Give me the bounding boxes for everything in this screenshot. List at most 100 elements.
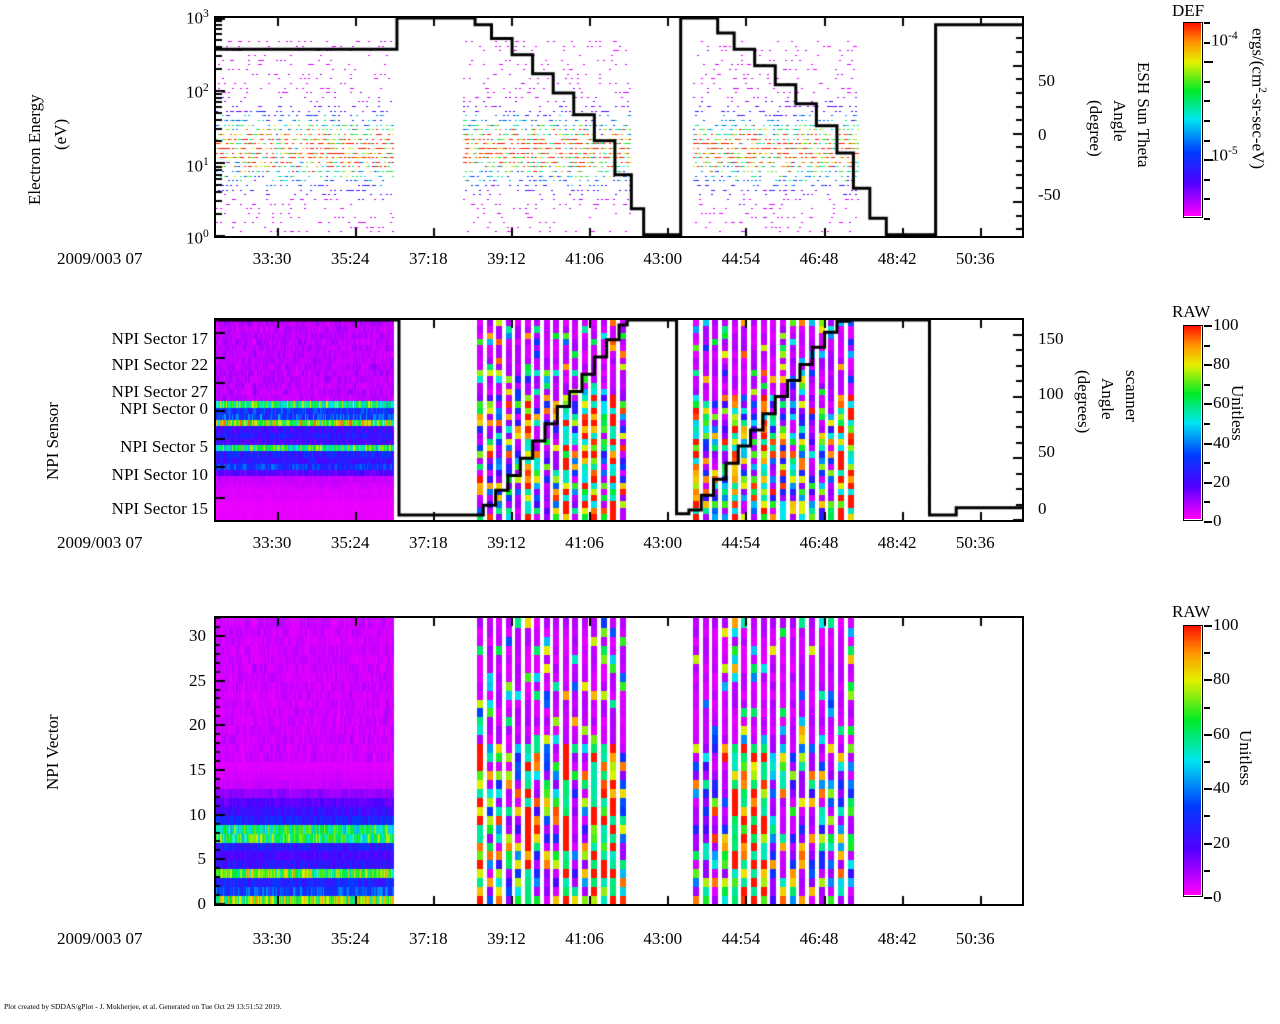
panel1-ytick-1: 100 [186, 227, 209, 248]
panel2-right-tick-0: 0 [1038, 499, 1047, 518]
time-tick-label: 48:42 [877, 533, 917, 552]
colorbar-tick-label: 60 [1213, 393, 1230, 413]
panel1-right-tick-50: 50 [1038, 71, 1055, 90]
colorbar-tick-label: 20 [1213, 832, 1230, 852]
colorbar-minor-tick [1204, 897, 1210, 899]
colorbar-tick [1204, 41, 1210, 44]
colorbar-tick [1204, 100, 1210, 103]
panel3-colorbar-title: RAW [1172, 602, 1211, 621]
panel2-colorbar-title: RAW [1172, 302, 1211, 321]
panel2-ytick-label: NPI Sector 15 [111, 499, 208, 518]
time-tick-label: 46:48 [799, 249, 839, 268]
colorbar-minor-tick [1204, 679, 1210, 682]
panel2-time-origin: 2009/003 07 [57, 533, 143, 552]
colorbar-minor-tick [1204, 842, 1210, 845]
colorbar-tick-label: 40 [1213, 432, 1230, 452]
panel3-ytick-label: 10 [189, 804, 206, 824]
time-tick-label: 44:54 [721, 929, 761, 948]
time-tick-label: 33:30 [252, 249, 292, 268]
time-tick-label: 50:36 [955, 533, 995, 552]
panel1-right-tick-0: 0 [1038, 125, 1047, 144]
colorbar-minor-tick [1204, 423, 1210, 425]
time-tick-label: 39:12 [487, 249, 526, 268]
panel3-colorbar-unit: Unitless [1236, 730, 1255, 786]
time-tick-label: 46:48 [799, 929, 839, 948]
colorbar-minor-tick [1204, 442, 1210, 445]
colorbar-tick-label: 40 [1213, 778, 1230, 798]
panel2-right-tick-50: 50 [1038, 442, 1055, 461]
panel1-plot-frame [214, 16, 1024, 238]
colorbar-tick [1204, 159, 1213, 162]
time-tick-label: 35:24 [330, 249, 370, 268]
time-tick-label: 44:54 [721, 533, 761, 552]
panel3-ytick-label: 20 [189, 715, 206, 735]
panel1-colorbar [1183, 22, 1203, 218]
panel2-right-label-angle: Angle [1098, 378, 1117, 420]
colorbar-minor-tick [1204, 869, 1210, 872]
panel3-ytick-label: 15 [189, 759, 206, 779]
colorbar-tick-label: 20 [1213, 471, 1230, 491]
panel2-colorbar-unit: Unitless [1228, 385, 1247, 441]
time-tick-label: 41:06 [565, 533, 604, 552]
panel1-time-origin: 2009/003 07 [57, 249, 143, 268]
colorbar-minor-tick [1204, 815, 1210, 818]
panel2-right-tick-100: 100 [1038, 384, 1064, 403]
panel2-colorbar [1183, 325, 1203, 521]
colorbar-tick-label: 80 [1213, 669, 1230, 689]
time-tick-label: 43:00 [643, 249, 683, 268]
time-tick-label: 35:24 [330, 533, 370, 552]
colorbar-minor-tick [1204, 383, 1210, 386]
panel1-right-label-line3: (degree) [1086, 100, 1105, 157]
colorbar-minor-tick [1204, 761, 1210, 763]
colorbar-minor-tick [1204, 733, 1210, 736]
panel1-colorbar-unit: ergs/(cm2-sr-sec-eV) [1248, 28, 1269, 170]
colorbar-minor-tick [1204, 364, 1210, 367]
time-tick-label: 37:18 [408, 533, 448, 552]
panel1-ytick-100: 102 [186, 81, 209, 102]
colorbar-tick [1204, 61, 1213, 64]
colorbar-tick [1204, 80, 1210, 83]
panel2-ytick-label: NPI Sector 0 [120, 399, 208, 418]
time-tick-label: 35:24 [330, 929, 370, 948]
colorbar-minor-tick [1204, 403, 1210, 406]
colorbar-tick-label: 60 [1213, 723, 1230, 743]
colorbar-tick-label: 100 [1213, 615, 1239, 634]
colorbar-tick [1204, 139, 1210, 142]
colorbar-tick [1204, 120, 1210, 122]
panel1-colorbar-title: DEF [1172, 1, 1205, 20]
panel2-ytick-label: NPI Sector 10 [111, 465, 208, 484]
colorbar-minor-tick [1204, 325, 1210, 327]
time-tick-label: 41:06 [565, 929, 604, 948]
colorbar-tick [1204, 178, 1210, 181]
time-tick-label: 39:12 [487, 533, 526, 552]
time-tick-label: 48:42 [877, 929, 917, 948]
panel3-ylabel: NPI Vector [43, 714, 62, 790]
panel2-ytick-label: NPI Sector 22 [111, 355, 208, 374]
time-tick-label: 48:42 [877, 249, 917, 268]
time-tick-label: 41:06 [565, 249, 604, 268]
colorbar-minor-tick [1204, 462, 1210, 465]
panel1-ytick-10: 101 [186, 155, 209, 176]
colorbar-minor-tick [1204, 788, 1210, 791]
panel3-colorbar [1183, 625, 1203, 897]
panel1-colorbar-tick-1e-4: 10-4 [1211, 29, 1238, 50]
panel3-plot-frame [214, 616, 1024, 906]
panel1-ylabel-line1: Electron Energy [25, 94, 44, 205]
panel2-right-tick-150: 150 [1038, 329, 1064, 348]
panel2-ytick-label: NPI Sector 5 [120, 437, 208, 456]
colorbar-minor-tick [1204, 481, 1210, 484]
colorbar-tick-label: 0 [1213, 887, 1222, 906]
time-tick-label: 46:48 [799, 533, 839, 552]
time-tick-label: 50:36 [955, 929, 995, 948]
footer-credit: Plot created by SDDAS/gPlot - J. Mukherj… [4, 1002, 282, 1011]
time-tick-label: 37:18 [408, 929, 448, 948]
colorbar-tick-label: 80 [1213, 354, 1230, 374]
time-tick-label: 39:12 [487, 929, 526, 948]
time-tick-label: 43:00 [643, 533, 683, 552]
panel2-plot-frame [214, 318, 1024, 522]
colorbar-tick [1204, 198, 1210, 201]
panel1-ylabel-line2: (eV) [51, 118, 70, 150]
colorbar-minor-tick [1204, 344, 1210, 347]
time-tick-label: 33:30 [252, 533, 292, 552]
panel2-ytick-label: NPI Sector 17 [111, 329, 208, 348]
